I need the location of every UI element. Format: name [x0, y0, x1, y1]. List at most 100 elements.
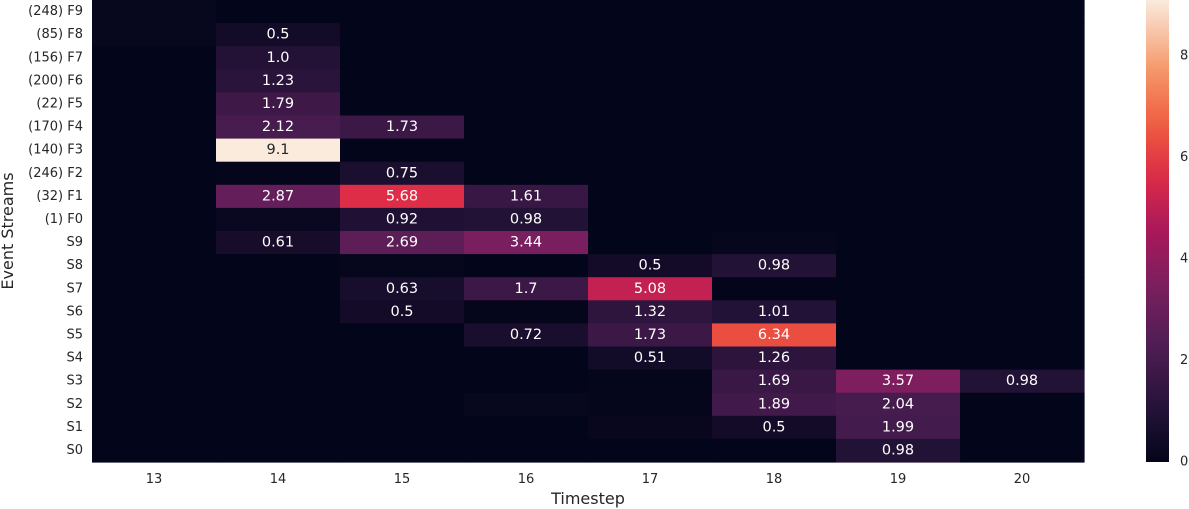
heatmap-cell — [216, 46, 341, 70]
heatmap-cell — [712, 346, 837, 371]
y-tick-label: S1 — [66, 420, 83, 435]
heatmap-cell — [712, 115, 837, 140]
heatmap-cell — [836, 23, 961, 47]
heatmap-cell — [836, 231, 961, 255]
heatmap-cell — [340, 69, 465, 93]
heatmap-cell — [960, 300, 1085, 324]
heatmap-cell — [588, 46, 713, 70]
colorbar-tick-label: 0 — [1180, 455, 1188, 470]
cell-annotation: 5.08 — [634, 281, 666, 297]
heatmap-cell — [216, 184, 341, 209]
x-tick-label: 16 — [518, 472, 535, 487]
cell-annotation: 1.7 — [514, 281, 537, 297]
cell-annotation: 1.26 — [758, 350, 790, 366]
heatmap-cell — [588, 69, 713, 93]
x-tick-label: 19 — [890, 472, 907, 487]
heatmap-cell — [464, 184, 589, 209]
heatmap-cell — [92, 161, 217, 186]
y-tick-label: S9 — [66, 235, 83, 250]
y-tick-label: S4 — [66, 351, 83, 366]
heatmap-cell — [836, 184, 961, 209]
heatmap-cell — [712, 254, 837, 278]
cell-annotation: 0.98 — [510, 211, 542, 227]
heatmap-cell — [216, 300, 341, 324]
heatmap-cell — [836, 369, 961, 394]
cell-annotation: 1.79 — [262, 96, 294, 112]
cell-annotation: 5.68 — [386, 188, 418, 204]
heatmap-cell — [92, 69, 217, 93]
y-tick-label: (200) F6 — [28, 73, 83, 88]
heatmap-cell — [92, 392, 217, 417]
heatmap-cell — [340, 300, 465, 324]
heatmap-cell — [836, 0, 961, 24]
heatmap-cell — [464, 254, 589, 278]
heatmap-cell — [960, 184, 1085, 209]
heatmap-cell — [588, 92, 713, 117]
heatmap-cell — [836, 300, 961, 324]
x-tick-label: 20 — [1014, 472, 1031, 487]
heatmap-cell — [92, 184, 217, 209]
heatmap-cell — [340, 138, 465, 163]
heatmap-cell — [588, 23, 713, 47]
heatmap-cell — [340, 369, 465, 394]
heatmap-cell — [340, 415, 465, 440]
heatmap-cell — [340, 184, 465, 209]
heatmap-cell — [340, 115, 465, 140]
heatmap-cell — [216, 207, 341, 232]
cell-annotation: 0.98 — [882, 442, 914, 458]
heatmap-cell — [712, 231, 837, 255]
y-tick-labels: (248) F9 (85) F8 (156) F7 (200) F6 (22) F5 (1… — [28, 4, 83, 458]
cell-annotation: 2.04 — [882, 396, 914, 412]
cell-annotation: 1.73 — [634, 327, 666, 343]
x-tick-label: 18 — [766, 472, 783, 487]
heatmap-cell — [92, 207, 217, 232]
cell-annotation: 1.69 — [758, 373, 790, 389]
cell-annotation: 9.1 — [266, 142, 289, 158]
heatmap-cell — [960, 207, 1085, 232]
heatmap-cell — [464, 138, 589, 163]
y-tick-label: (85) F8 — [36, 27, 83, 42]
heatmap-cell — [588, 438, 713, 463]
heatmap-cell — [216, 115, 341, 140]
y-tick-label: S5 — [66, 327, 83, 342]
heatmap-cell — [712, 184, 837, 209]
heatmap-cell — [836, 92, 961, 117]
cell-annotation: 1.01 — [758, 304, 790, 320]
heatmap-cell — [92, 0, 217, 24]
heatmap-cell — [588, 138, 713, 163]
colorbar-tick-label: 2 — [1180, 353, 1188, 368]
heatmap-cell — [216, 323, 341, 348]
x-tick-label: 13 — [146, 472, 163, 487]
heatmap-cell — [92, 369, 217, 394]
heatmap-cell — [588, 231, 713, 255]
heatmap-cell — [960, 46, 1085, 70]
heatmap-cell — [464, 300, 589, 324]
cell-annotation: 2.12 — [262, 119, 294, 135]
heatmap-cell — [216, 415, 341, 440]
heatmap-cell — [92, 323, 217, 348]
heatmap-cell — [960, 23, 1085, 47]
heatmap-cell — [712, 369, 837, 394]
colorbar-tick-labels: 0 2 4 6 8 — [1180, 48, 1188, 469]
heatmap-cell — [836, 69, 961, 93]
cell-annotations: 0.5 1.0 1.23 1.79 2.12 1.73 9.1 0.75 2.87 5.68 1.6… — [262, 27, 1038, 459]
colorbar-tick-label: 6 — [1180, 150, 1188, 165]
heatmap-cell — [960, 323, 1085, 348]
heatmap-cell — [216, 254, 341, 278]
heatmap-cell — [92, 438, 217, 463]
cell-annotation: 1.23 — [262, 73, 294, 89]
cell-annotation: 1.0 — [266, 50, 289, 66]
heatmap-cell — [960, 254, 1085, 278]
cell-annotation: 1.89 — [758, 396, 790, 412]
heatmap-cell — [92, 115, 217, 140]
heatmap-cell — [92, 138, 217, 163]
heatmap-cells — [92, 0, 1085, 463]
heatmap-cell — [712, 0, 837, 24]
heatmap-cell — [340, 207, 465, 232]
heatmap-cell — [464, 0, 589, 24]
heatmap-cell — [340, 254, 465, 278]
heatmap-cell — [216, 346, 341, 371]
cell-annotation: 0.5 — [638, 258, 661, 274]
heatmap-cell — [464, 115, 589, 140]
x-tick-label: 15 — [394, 472, 411, 487]
